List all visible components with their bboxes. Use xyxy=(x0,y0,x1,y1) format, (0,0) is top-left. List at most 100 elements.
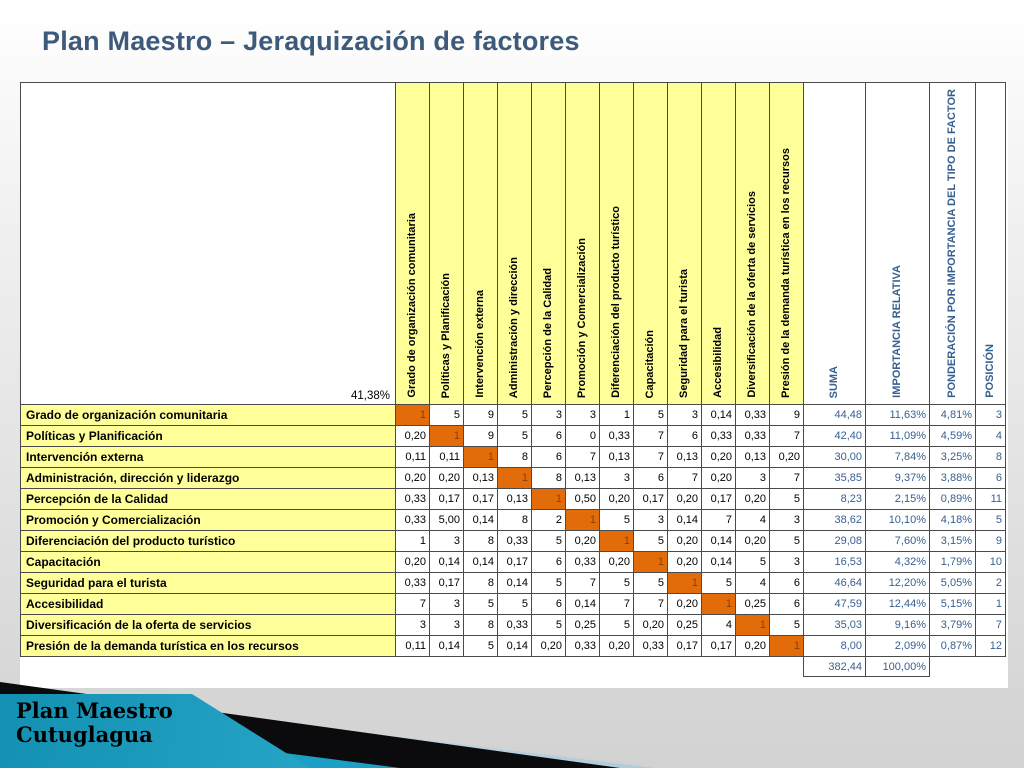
posicion-cell: 4 xyxy=(975,425,1006,447)
data-cell: 6 xyxy=(633,467,668,489)
row-label: Diversificación de la oferta de servicio… xyxy=(20,614,396,636)
suma-cell: 38,62 xyxy=(803,509,866,531)
table-row: Diversificación de la oferta de servicio… xyxy=(20,614,1006,636)
suma-cell: 35,85 xyxy=(803,467,866,489)
diagonal-cell: 1 xyxy=(395,404,430,426)
importancia-cell: 11,63% xyxy=(865,404,930,426)
table-row: Promoción y Comercialización 0,33 5,00 0,14… xyxy=(20,509,1006,531)
data-cell: 0 xyxy=(565,425,600,447)
row-label: Intervención externa xyxy=(20,446,396,468)
data-cell: 5 xyxy=(599,509,634,531)
footer-project-name: Plan Maestro Cutuglagua xyxy=(16,699,173,747)
ponderacion-cell: 4,18% xyxy=(929,509,976,531)
data-cell: 0,17 xyxy=(497,551,532,573)
column-header-label: PONDERACIÓN POR IMPORTANCIA DEL TIPO DE … xyxy=(945,89,958,398)
ponderacion-cell: 3,25% xyxy=(929,446,976,468)
data-cell: 0,13 xyxy=(565,467,600,489)
column-header-factor: Seguridad para el turista xyxy=(667,82,702,405)
suma-cell: 44,48 xyxy=(803,404,866,426)
data-cell: 5 xyxy=(463,593,498,615)
column-header-factor: Diversificación de la oferta de servicio… xyxy=(735,82,770,405)
importancia-cell: 10,10% xyxy=(865,509,930,531)
data-cell: 0,20 xyxy=(735,530,770,552)
column-header-summary: PONDERACIÓN POR IMPORTANCIA DEL TIPO DE … xyxy=(929,82,976,405)
data-cell: 3 xyxy=(735,467,770,489)
data-cell: 3 xyxy=(395,614,430,636)
data-cell: 3 xyxy=(599,467,634,489)
ponderacion-cell: 5,15% xyxy=(929,593,976,615)
data-cell: 5 xyxy=(599,572,634,594)
data-cell: 5 xyxy=(497,425,532,447)
suma-cell: 42,40 xyxy=(803,425,866,447)
ponderacion-cell: 0,89% xyxy=(929,488,976,510)
data-cell: 5 xyxy=(633,530,668,552)
data-cell: 2 xyxy=(531,509,566,531)
column-header-factor: Promoción y Comercialización xyxy=(565,82,600,405)
row-label: Políticas y Planificación xyxy=(20,425,396,447)
data-cell: 3 xyxy=(429,530,464,552)
diagonal-cell: 1 xyxy=(769,635,804,657)
diagonal-cell: 1 xyxy=(565,509,600,531)
suma-cell: 35,03 xyxy=(803,614,866,636)
ponderacion-cell: 5,05% xyxy=(929,572,976,594)
suma-cell: 16,53 xyxy=(803,551,866,573)
data-cell: 0,25 xyxy=(667,614,702,636)
data-cell: 0,20 xyxy=(531,635,566,657)
column-header-label: Grado de organización comunitaria xyxy=(405,213,418,398)
data-cell: 9 xyxy=(769,404,804,426)
data-cell: 7 xyxy=(633,593,668,615)
ponderacion-cell: 3,79% xyxy=(929,614,976,636)
diagonal-cell: 1 xyxy=(497,467,532,489)
data-cell: 0,11 xyxy=(395,635,430,657)
column-header-factor: Administración y dirección xyxy=(497,82,532,405)
row-label: Grado de organización comunitaria xyxy=(20,404,396,426)
importancia-cell: 4,32% xyxy=(865,551,930,573)
suma-cell: 29,08 xyxy=(803,530,866,552)
data-cell: 0,20 xyxy=(395,467,430,489)
column-header-label: Administración y dirección xyxy=(507,256,520,398)
ponderacion-cell: 1,79% xyxy=(929,551,976,573)
row-label: Diferenciación del producto turístico xyxy=(20,530,396,552)
data-cell: 5 xyxy=(769,488,804,510)
data-cell: 6 xyxy=(531,425,566,447)
data-cell: 0,11 xyxy=(395,446,430,468)
data-cell: 3 xyxy=(429,614,464,636)
importancia-cell: 9,37% xyxy=(865,467,930,489)
data-cell: 0,25 xyxy=(565,614,600,636)
data-cell: 5 xyxy=(531,614,566,636)
row-label: Presión de la demanda turística en los r… xyxy=(20,635,396,657)
posicion-cell: 10 xyxy=(975,551,1006,573)
data-cell: 7 xyxy=(633,425,668,447)
data-cell: 5 xyxy=(701,572,736,594)
data-cell: 7 xyxy=(701,509,736,531)
data-cell: 0,13 xyxy=(497,488,532,510)
posicion-cell: 3 xyxy=(975,404,1006,426)
column-header-label: Percepción de la Calidad xyxy=(541,267,554,398)
data-cell: 0,14 xyxy=(701,530,736,552)
data-cell: 7 xyxy=(633,446,668,468)
data-cell: 5 xyxy=(633,404,668,426)
diagonal-cell: 1 xyxy=(667,572,702,594)
data-cell: 9 xyxy=(463,425,498,447)
data-cell: 5 xyxy=(769,614,804,636)
data-cell: 0,33 xyxy=(701,425,736,447)
data-cell: 3 xyxy=(667,404,702,426)
column-header-label: Seguridad para el turista xyxy=(677,269,690,398)
data-cell: 0,14 xyxy=(497,635,532,657)
column-header-factor: Percepción de la Calidad xyxy=(531,82,566,405)
row-label: Administración, dirección y liderazgo xyxy=(20,467,396,489)
data-cell: 0,14 xyxy=(565,593,600,615)
table-row: Percepción de la Calidad 0,33 0,17 0,17 0,13… xyxy=(20,488,1006,510)
data-cell: 5 xyxy=(531,530,566,552)
data-cell: 0,33 xyxy=(395,572,430,594)
column-header-label: SUMA xyxy=(827,365,840,398)
data-cell: 0,50 xyxy=(565,488,600,510)
data-cell: 0,14 xyxy=(667,509,702,531)
diagonal-cell: 1 xyxy=(463,446,498,468)
column-header-summary: POSICIÓN xyxy=(975,82,1006,405)
data-cell: 0,25 xyxy=(735,593,770,615)
data-cell: 6 xyxy=(531,593,566,615)
data-cell: 7 xyxy=(667,467,702,489)
data-cell: 4 xyxy=(735,572,770,594)
data-cell: 0,17 xyxy=(429,572,464,594)
